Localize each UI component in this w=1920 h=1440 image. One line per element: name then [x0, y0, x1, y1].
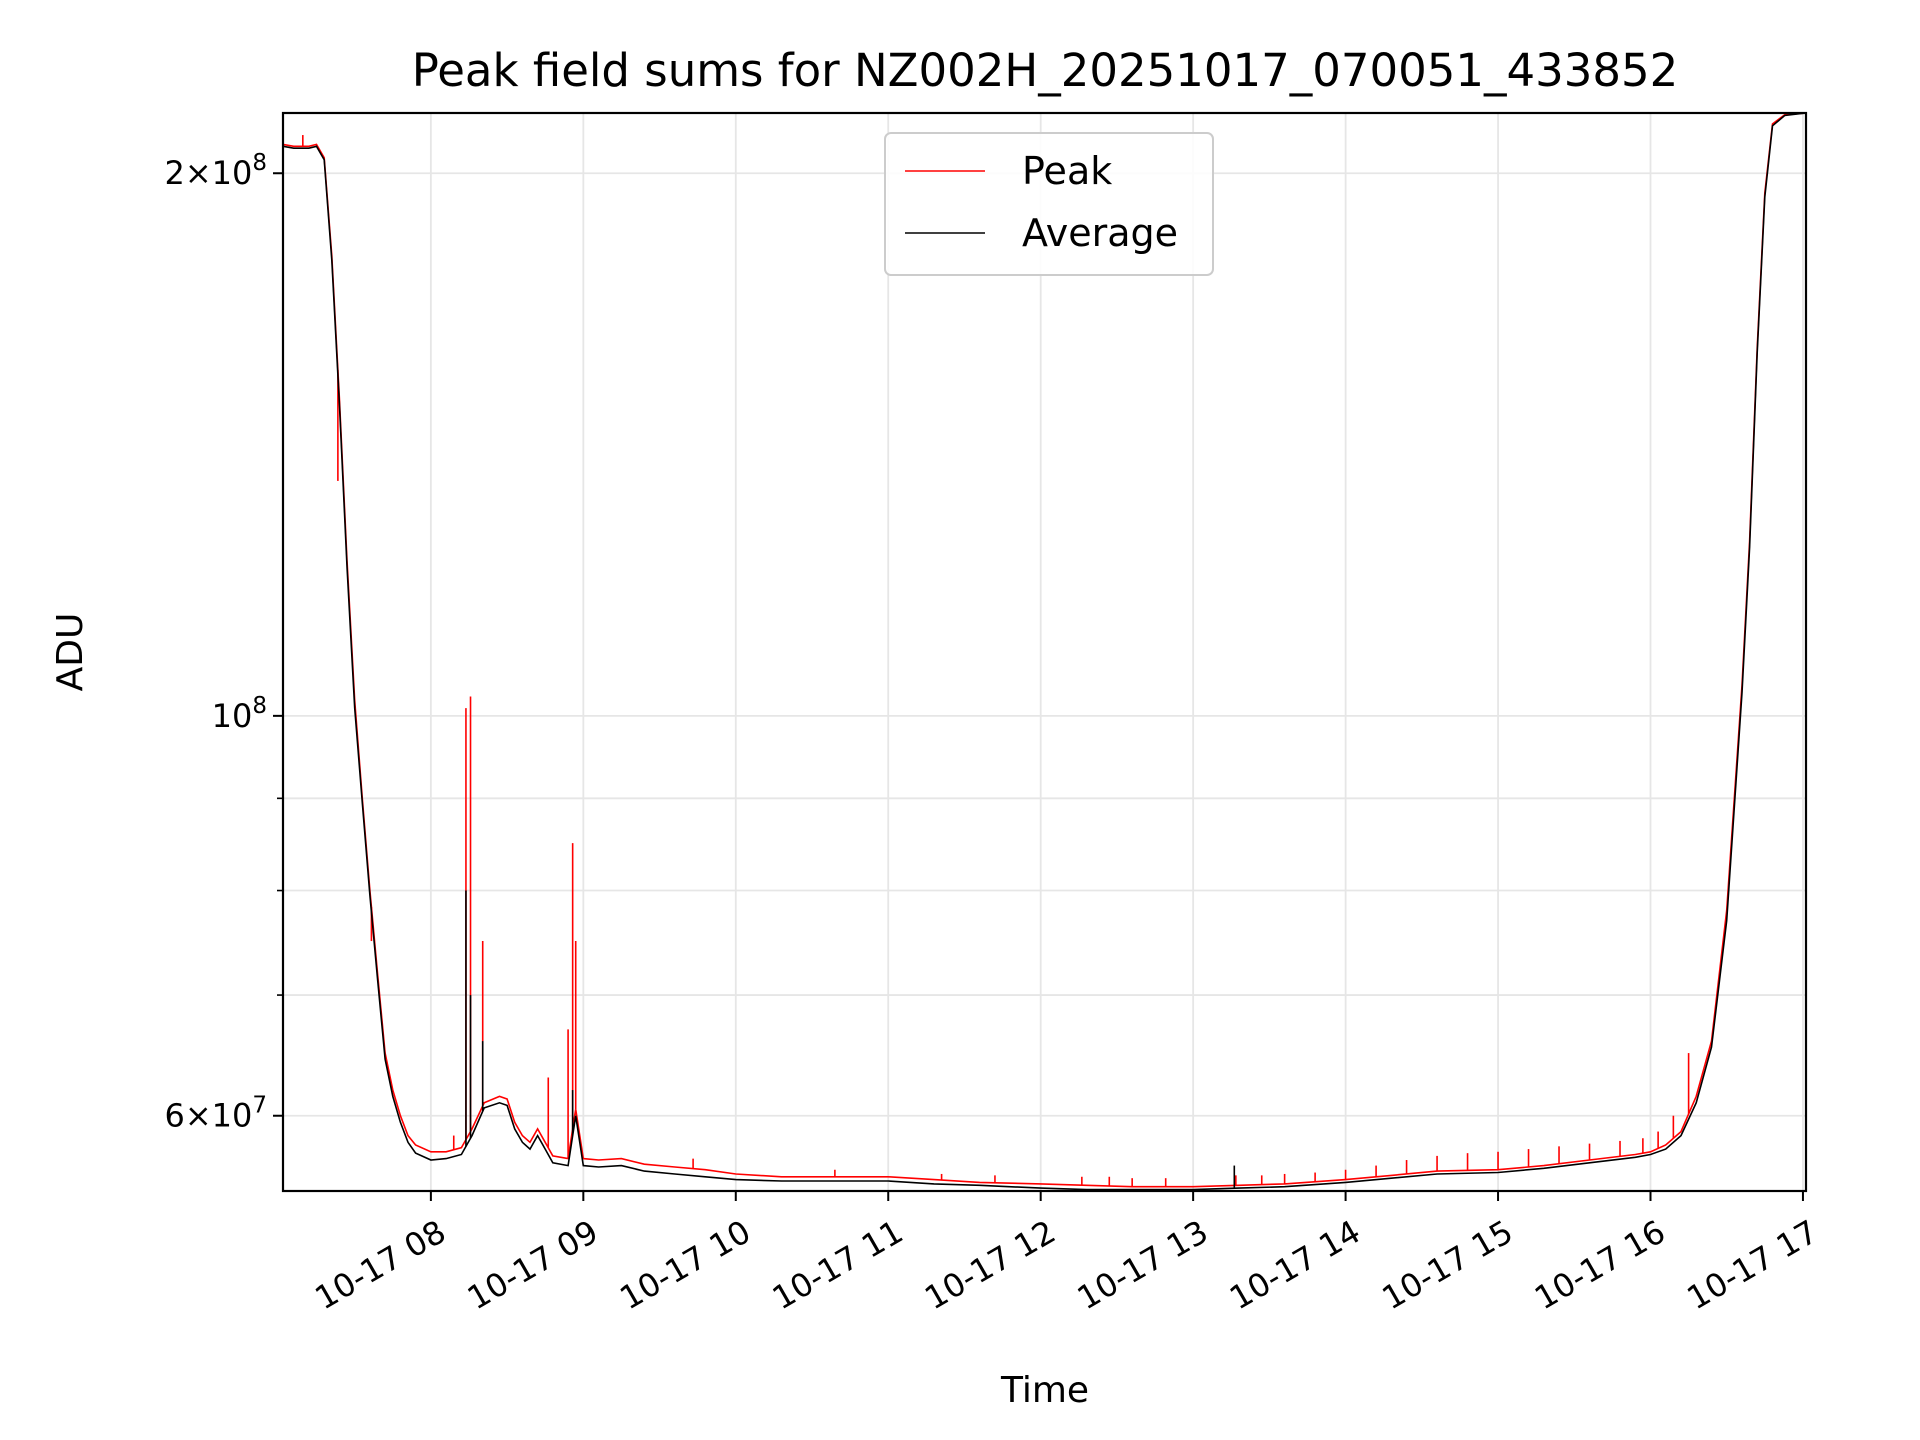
y-axis-title: ADU: [50, 613, 91, 692]
average-line: [283, 113, 1806, 1191]
chart-title: Peak field sums for NZ002H_20251017_0700…: [412, 44, 1679, 97]
series-layer: [283, 113, 1806, 1191]
y-tick-label: 108: [212, 693, 267, 735]
legend-label-average: Average: [1022, 211, 1178, 255]
y-tick-exponent: 7: [252, 1093, 267, 1119]
y-tick-label: 6×107: [164, 1093, 267, 1135]
y-tick-times: ×: [185, 154, 212, 192]
y-tick-base: 10: [212, 154, 253, 192]
y-tick-exponent: 8: [252, 693, 267, 719]
x-axis-title: Time: [1000, 1370, 1089, 1411]
y-tick-mantissa: 6: [164, 1097, 184, 1135]
series-average: [283, 113, 1806, 1191]
y-tick-mantissa: 2: [164, 154, 184, 192]
y-tick-base: 10: [212, 1097, 253, 1135]
plot-frame: [281, 111, 1808, 1193]
legend: Peak Average: [884, 132, 1214, 276]
y-tick-base: 10: [212, 697, 253, 735]
y-tick-exponent: 8: [252, 150, 267, 176]
legend-label-peak: Peak: [1022, 149, 1112, 193]
y-tick-times: ×: [185, 1097, 212, 1135]
legend-box: [884, 132, 1214, 276]
y-tick-label: 2×108: [164, 150, 267, 192]
